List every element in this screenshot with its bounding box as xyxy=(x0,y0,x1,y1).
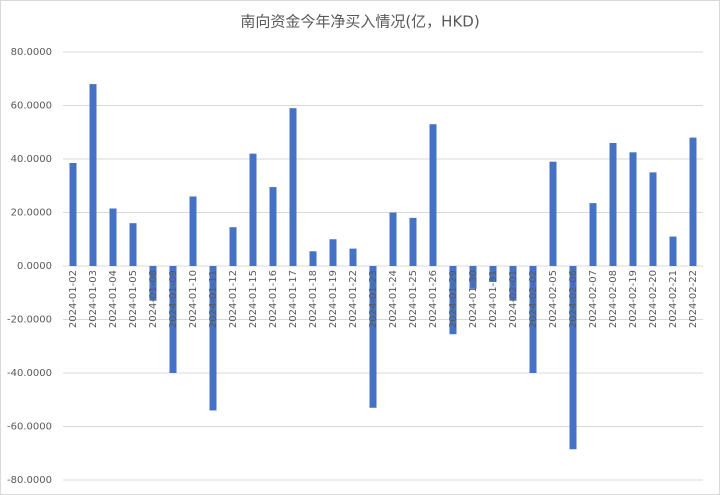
x-tick-label: 2024-01-29 xyxy=(448,270,459,328)
x-tick-label: 2024-02-06 xyxy=(568,270,579,328)
x-tick-label: 2024-02-19 xyxy=(628,270,639,328)
bar xyxy=(389,212,397,266)
x-tick-label: 2024-02-21 xyxy=(668,270,679,328)
bar xyxy=(409,217,417,266)
bar xyxy=(249,153,257,266)
bar xyxy=(669,236,677,266)
x-tick-label: 2024-02-08 xyxy=(608,270,619,328)
y-tick-label: 60.0000 xyxy=(11,101,52,112)
bar xyxy=(189,196,197,266)
bar xyxy=(289,108,297,266)
x-tick-label: 2024-01-22 xyxy=(348,270,359,328)
bar xyxy=(589,203,597,266)
bar xyxy=(609,142,617,266)
y-tick-label: -60.0000 xyxy=(7,422,52,433)
x-tick-label: 2024-01-30 xyxy=(468,270,479,328)
y-tick-label: -40.0000 xyxy=(7,368,52,379)
x-tick-label: 2024-01-02 xyxy=(68,270,79,328)
x-tick-label: 2024-01-10 xyxy=(188,270,199,328)
bar xyxy=(89,84,97,266)
x-tick-label: 2024-01-18 xyxy=(308,270,319,328)
x-tick-label: 2024-01-16 xyxy=(268,270,279,328)
y-tick-label: 20.0000 xyxy=(11,208,52,219)
y-tick-label: -80.0000 xyxy=(7,475,52,486)
x-tick-label: 2024-02-07 xyxy=(588,270,599,328)
bar xyxy=(549,161,557,266)
bar xyxy=(489,266,497,283)
bar xyxy=(169,266,177,373)
bar xyxy=(129,223,137,266)
bar xyxy=(269,187,277,266)
x-tick-label: 2024-01-19 xyxy=(328,270,339,328)
y-tick-label: 40.0000 xyxy=(11,154,52,165)
bar xyxy=(229,227,237,266)
x-tick-label: 2024-01-17 xyxy=(288,270,299,328)
x-tick-label: 2024-01-11 xyxy=(208,270,219,328)
x-tick-label: 2024-02-05 xyxy=(548,270,559,328)
bar xyxy=(109,208,117,266)
x-tick-label: 2024-01-08 xyxy=(148,270,159,328)
y-tick-label: 0.0000 xyxy=(17,261,52,272)
x-tick-label: 2024-01-05 xyxy=(128,270,139,328)
bar xyxy=(689,137,697,266)
chart-title: 南向资金今年净买入情况(亿，HKD) xyxy=(240,13,479,31)
bar xyxy=(429,124,437,266)
x-tick-label: 2024-01-04 xyxy=(108,270,119,328)
bar xyxy=(209,266,217,411)
y-tick-label: 80.0000 xyxy=(11,47,52,58)
bar xyxy=(649,172,657,266)
bar xyxy=(629,152,637,266)
x-tick-label: 2024-01-15 xyxy=(248,270,259,328)
bar xyxy=(449,266,457,335)
x-tick-label: 2024-02-01 xyxy=(508,270,519,328)
x-tick-label: 2024-01-25 xyxy=(408,270,419,328)
x-tick-label: 2024-01-03 xyxy=(88,270,99,328)
bar xyxy=(369,266,377,408)
x-tick-label: 2024-01-12 xyxy=(228,270,239,328)
bar xyxy=(469,266,477,289)
x-tick-label: 2024-02-20 xyxy=(648,270,659,328)
bar xyxy=(329,239,337,266)
bar xyxy=(569,266,577,450)
bar xyxy=(529,266,537,373)
x-tick-label: 2024-01-09 xyxy=(168,270,179,328)
y-tick-label: -20.0000 xyxy=(7,315,52,326)
x-tick-label: 2024-01-23 xyxy=(368,270,379,328)
x-tick-label: 2024-02-02 xyxy=(528,270,539,328)
bar xyxy=(309,251,317,266)
bar xyxy=(509,266,517,301)
x-tick-label: 2024-01-31 xyxy=(488,270,499,328)
x-tick-label: 2024-01-26 xyxy=(428,270,439,328)
bar xyxy=(349,248,357,266)
bar xyxy=(69,163,77,266)
bar xyxy=(149,266,157,301)
x-tick-label: 2024-01-24 xyxy=(388,270,399,328)
x-tick-label: 2024-02-22 xyxy=(688,270,699,328)
